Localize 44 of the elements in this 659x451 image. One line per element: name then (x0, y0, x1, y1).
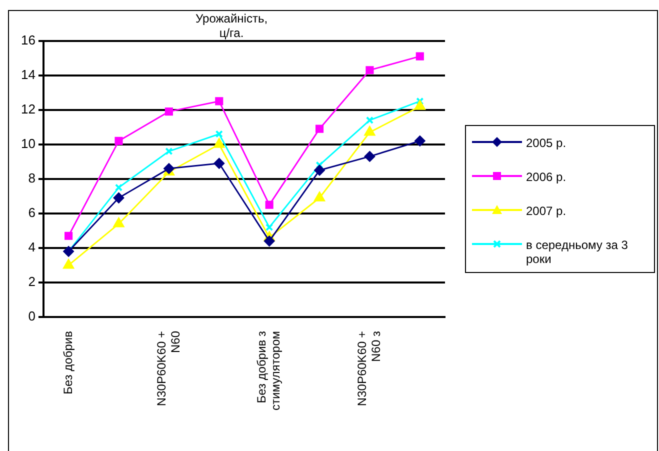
legend-label: в середньому за 3 роки (526, 238, 629, 266)
legend-label: 2006 р. (526, 170, 566, 184)
point (114, 136, 123, 145)
y-tick-label: 12 (20, 101, 36, 116)
y-tick-label: 16 (20, 32, 36, 48)
point (265, 200, 274, 209)
point (314, 164, 326, 176)
point (315, 124, 324, 133)
chart-title: Урожайність, ц/га. (195, 12, 268, 40)
point (213, 138, 225, 148)
point (113, 192, 124, 204)
legend-label: 2007 р. (526, 204, 566, 218)
legend-label: 2005 р. (526, 136, 566, 150)
point (266, 223, 274, 232)
point (62, 258, 74, 269)
point (215, 97, 224, 106)
y-tick-label: 10 (20, 136, 36, 151)
point (366, 66, 374, 74)
y-tick-label: 6 (28, 205, 36, 220)
point (214, 158, 225, 169)
point (114, 184, 123, 192)
point (364, 150, 376, 162)
point (215, 130, 223, 138)
x-tick-label: N30P60K60 + N60 з (355, 330, 384, 406)
y-tick-label: 8 (28, 170, 36, 186)
point (364, 126, 376, 136)
point (414, 100, 426, 110)
x-tick-label: N30P60K60 + N60 (154, 330, 182, 406)
y-tick-label: 4 (28, 240, 36, 255)
point (416, 52, 424, 60)
point (264, 236, 275, 247)
point (64, 232, 73, 240)
point (366, 116, 374, 124)
x-tick-label: Без добрив з стимулятором (254, 330, 283, 410)
y-tick-label: 2 (28, 274, 36, 290)
point (314, 191, 326, 202)
x-tick-label: Без добрив (60, 331, 75, 394)
point (165, 147, 173, 156)
y-tick-label: 14 (20, 66, 36, 82)
point (113, 217, 124, 228)
y-tick-label: 0 (28, 308, 36, 324)
point (164, 108, 173, 116)
point (316, 161, 324, 169)
point (414, 135, 426, 146)
